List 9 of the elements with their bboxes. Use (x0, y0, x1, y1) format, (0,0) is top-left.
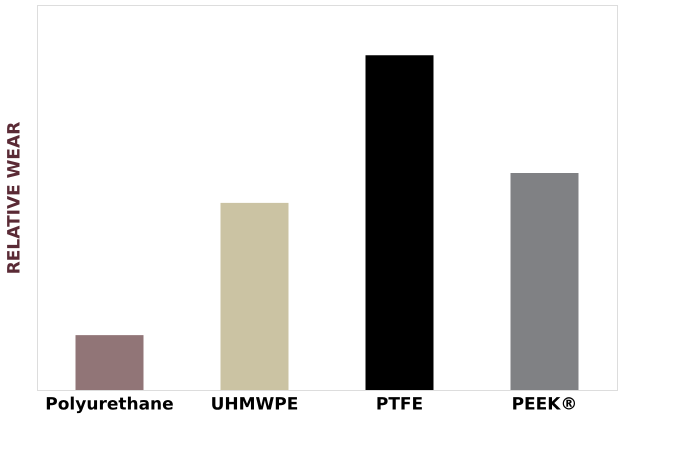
bar (76, 335, 144, 390)
x-tick-label: UHMWPE (210, 394, 298, 414)
x-tick-label: Polyurethane (45, 394, 174, 414)
y-axis-title: RELATIVE WEAR (4, 122, 24, 274)
x-tick-label: PTFE (376, 394, 424, 414)
bar (366, 55, 434, 390)
x-tick-label: PEEK® (512, 394, 578, 414)
bar (510, 173, 578, 390)
bar (220, 202, 288, 390)
